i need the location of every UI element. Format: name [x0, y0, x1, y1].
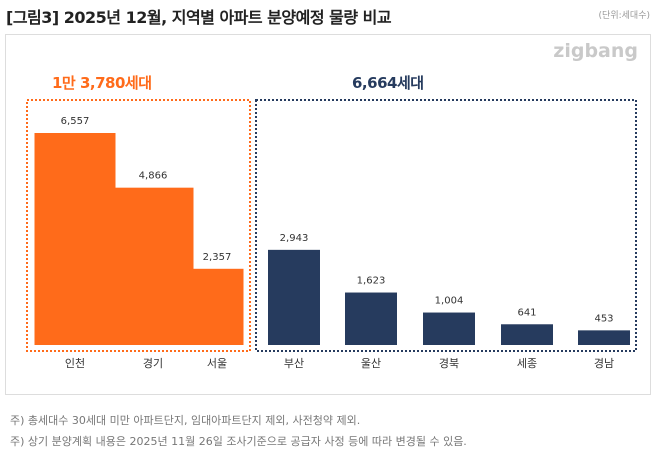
bar-1 [112, 187, 194, 345]
value-label: 1,004 [435, 296, 464, 307]
figure-title: [그림3] 2025년 12월, 지역별 아파트 분양예정 물량 비교 [6, 8, 392, 27]
value-label: 2,357 [203, 252, 232, 263]
value-label: 6,557 [61, 116, 90, 127]
regional-group-box [255, 99, 637, 352]
capital-group-box [26, 99, 251, 352]
bar-6 [501, 324, 553, 345]
footnote-1: 주) 총세대수 30세대 미만 아파트단지, 임대아파트단지 제외, 사전청약 … [10, 414, 361, 427]
bar-5 [423, 312, 475, 345]
category-label: 경남 [594, 357, 614, 370]
category-label: 세종 [517, 357, 537, 370]
bar-0 [34, 133, 116, 345]
category-label: 부산 [284, 357, 304, 370]
category-label: 서울 [207, 357, 227, 370]
bar-2 [190, 268, 244, 345]
value-label: 1,623 [357, 276, 386, 287]
category-label: 경기 [143, 357, 163, 370]
bar-7 [578, 330, 630, 345]
category-label: 경북 [439, 357, 459, 370]
bar-3 [268, 249, 320, 345]
bar-4 [345, 292, 397, 345]
capital-total: 1만 3,780세대 [52, 74, 152, 92]
category-label: 인천 [65, 356, 85, 370]
footnote-2: 주) 상기 분양계획 내용은 2025년 11월 26일 조사기준으로 공급자 … [10, 435, 467, 448]
value-label: 2,943 [280, 233, 309, 244]
category-label: 울산 [361, 357, 381, 370]
chart-frame [5, 34, 651, 395]
value-label: 4,866 [139, 171, 168, 182]
regional-total: 6,664세대 [352, 74, 424, 92]
zigbang-logo: zigbang [553, 40, 638, 62]
value-label: 641 [517, 307, 536, 318]
unit-label: (단위:세대수) [598, 11, 650, 21]
value-label: 453 [594, 313, 613, 324]
